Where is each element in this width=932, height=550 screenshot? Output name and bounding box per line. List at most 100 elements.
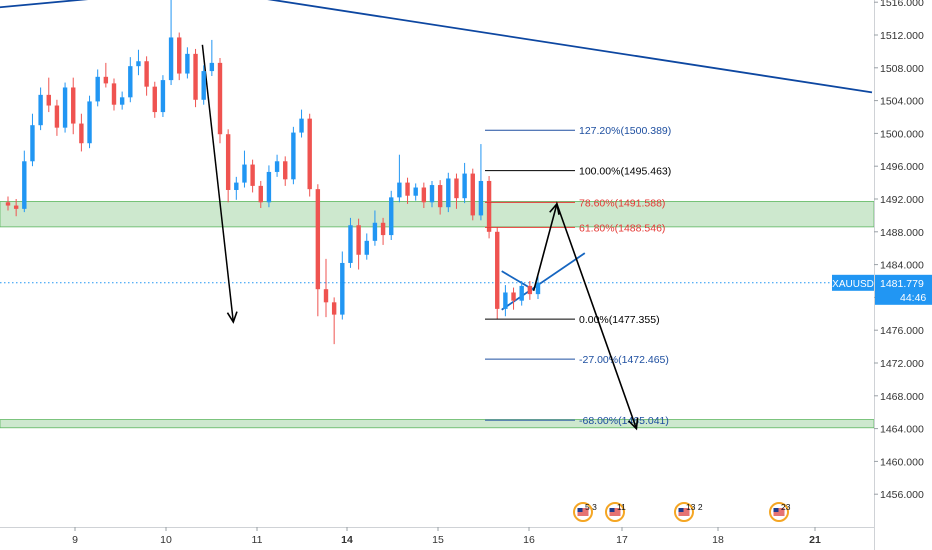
candle-body: [71, 87, 76, 124]
fib-level-label: 0.00%(1477.355): [579, 314, 660, 326]
projection-arrow-head: [628, 417, 639, 431]
event-count-label: 5 3: [585, 502, 597, 512]
y-tick-label: 1500.000: [880, 128, 924, 140]
candle-body: [331, 302, 337, 315]
y-tick-label: 1516.000: [880, 0, 924, 9]
fib-level-label: -27.00%(1472.465): [579, 354, 669, 366]
candle-body: [5, 202, 11, 206]
symbol-tag-label: XAUUSD: [832, 279, 874, 290]
candle-body: [46, 94, 51, 106]
fib-level-label: -68.00%(1465.041): [579, 415, 669, 427]
candle-body: [217, 62, 223, 135]
candle-body: [168, 37, 174, 81]
candle-body: [519, 285, 524, 301]
candle-body: [535, 282, 541, 295]
fib-level-label: 127.20%(1500.389): [579, 125, 671, 137]
sr-zone-0: [0, 201, 875, 228]
candle-body: [397, 182, 402, 198]
x-tick-label: 11: [252, 534, 263, 546]
trend-line-triangle-lower: [501, 252, 586, 311]
candle-body: [95, 76, 100, 102]
candle-body: [527, 285, 533, 295]
y-tick-label: 1468.000: [880, 391, 924, 403]
price-tag-value: 1481.779: [880, 278, 924, 290]
event-count-label: 11: [617, 502, 626, 512]
fib-level-label: 78.60%(1491.588): [579, 197, 665, 209]
price-tag-bg: [875, 274, 932, 305]
x-tick-label: 21: [809, 534, 821, 546]
candle-body: [495, 231, 500, 309]
trend-arrow-head: [226, 311, 238, 324]
candle-body: [437, 185, 443, 208]
flag-stripes: [678, 508, 690, 516]
candle-body: [119, 97, 125, 105]
candle-body: [242, 164, 247, 183]
candle-body: [503, 292, 508, 309]
y-tick-label: 1512.000: [880, 30, 924, 42]
candle-body: [193, 53, 198, 100]
candle-body: [274, 161, 280, 172]
price-tag-countdown: 44:46: [900, 292, 926, 304]
flag-canton: [678, 508, 684, 512]
x-tick-label: 16: [523, 534, 535, 546]
y-tick-label: 1508.000: [880, 63, 924, 75]
x-tick-label: 10: [160, 534, 172, 546]
candle-body: [185, 53, 190, 74]
y-tick-label: 1488.000: [880, 227, 924, 239]
trend-line-upper-left: [0, 0, 89, 9]
calendar-event-flag-icon[interactable]: 13 2: [674, 502, 703, 522]
flag-stripes: [577, 508, 589, 516]
candle-body: [356, 225, 361, 255]
candle-body: [201, 71, 206, 100]
projection-layer: [532, 201, 639, 431]
candle-body: [62, 87, 68, 128]
candle-body: [30, 125, 35, 162]
candle-body: [421, 187, 427, 203]
calendar-event-flag-icon[interactable]: 5 3: [573, 502, 597, 522]
candle-body: [405, 182, 410, 196]
trend-line-descending-resistance: [201, 44, 235, 323]
candle-body: [160, 80, 166, 113]
x-tick-label: 14: [341, 534, 353, 546]
candle-body: [307, 118, 312, 190]
candle-body: [250, 164, 255, 186]
event-layer: 5 3 11 13 2 23: [573, 502, 791, 522]
y-tick-label: 1484.000: [880, 260, 924, 272]
candle-body: [209, 62, 215, 72]
calendar-event-flag-icon[interactable]: 11: [605, 502, 626, 522]
axes-layer: [0, 0, 875, 550]
candle-body: [103, 76, 109, 84]
symbol-tag-bg: [832, 274, 874, 291]
current-price-tag-layer: XAUUSD 1481.779 44:46: [832, 274, 932, 305]
fibonacci-layer: 127.20%(1500.389) 100.00%(1495.463) 78.60%…: [485, 125, 671, 427]
flag-canton: [609, 508, 615, 512]
candle-body: [234, 182, 239, 190]
projection-arrow-head: [549, 202, 560, 215]
y-tick-label: 1476.000: [880, 325, 924, 337]
x-tick-label: 15: [432, 534, 444, 546]
candle-body: [429, 185, 435, 203]
candle-body: [470, 173, 475, 216]
calendar-event-flag-icon[interactable]: 23: [769, 502, 791, 522]
candle-body: [380, 222, 386, 236]
candle-layer: [5, 0, 541, 345]
y-tick-label: 1492.000: [880, 194, 924, 206]
candle-body: [478, 180, 484, 216]
trend-line-layer: [0, 0, 873, 324]
candle-body: [454, 178, 459, 199]
event-count-label: 13 2: [686, 502, 703, 512]
candle-body: [87, 101, 92, 144]
x-axis-ticks: 9 10 11 14 15 16 17 18 21: [72, 527, 821, 546]
fib-level-label: 61.80%(1488.546): [579, 222, 665, 234]
y-axis-ticks: 1516.000 1512.000 1508.000 1504.000 1500.000…: [874, 0, 924, 501]
candle-body: [486, 180, 492, 232]
candle-body: [291, 132, 296, 180]
candle-body: [266, 171, 272, 203]
candle-body: [144, 61, 149, 87]
candle-body: [413, 187, 418, 196]
fib-level-label: 100.00%(1495.463): [579, 166, 671, 178]
candle-body: [283, 161, 288, 180]
candle-body: [111, 83, 117, 105]
